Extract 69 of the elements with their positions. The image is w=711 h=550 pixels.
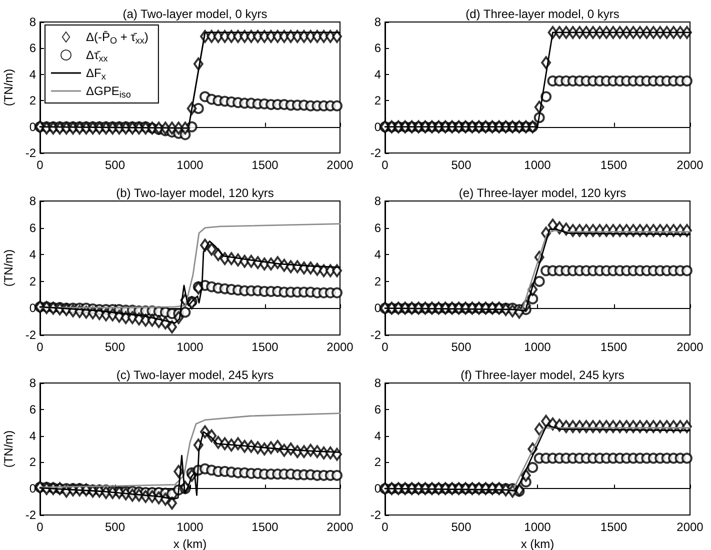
y-tick-label: 2 (29, 94, 36, 108)
y-tick-label: 0 (29, 120, 36, 134)
y-tick-label: 2 (374, 455, 382, 470)
x-tick-label: 2000 (326, 340, 354, 354)
x-tick-label: 500 (104, 520, 126, 534)
x-tick-label: 1000 (524, 158, 552, 172)
y-tick-label: 0 (29, 301, 36, 316)
x-axis-title: x (km) (520, 536, 554, 550)
x-tick-label: 2000 (326, 520, 354, 534)
chart-title: (d) Three-layer model, 0 kyrs (466, 7, 620, 21)
x-tick-label: 1000 (176, 340, 204, 354)
y-tick-label: 4 (374, 67, 382, 82)
y-axis-title: (TN/m) (1, 430, 16, 468)
y-tick-label: 6 (374, 402, 382, 416)
y-tick-label: 6 (374, 41, 382, 56)
x-tick-label: 2000 (676, 340, 704, 354)
x-tick-label: 1500 (600, 158, 628, 172)
y-tick-label: 2 (29, 274, 36, 288)
y-tick-label: 4 (29, 67, 36, 82)
y-axis-title: (TN/m) (1, 68, 16, 106)
x-tick-label: 1000 (176, 158, 204, 172)
y-tick-label: -2 (25, 328, 36, 342)
y-tick-label: 6 (29, 220, 36, 235)
y-tick-label: -2 (25, 146, 36, 160)
y-tick-label: 4 (374, 248, 382, 262)
y-tick-label: 0 (29, 482, 36, 496)
x-tick-label: 1000 (524, 520, 552, 534)
y-tick-label: 4 (374, 428, 382, 443)
x-tick-label: 2000 (326, 158, 354, 172)
y-tick-label: 2 (374, 94, 382, 108)
x-tick-label: 500 (451, 158, 472, 172)
y-tick-label: -2 (370, 508, 382, 522)
x-tick-label: 1500 (252, 340, 279, 354)
x-tick-label: 1000 (524, 340, 552, 354)
y-tick-label: 8 (29, 376, 36, 390)
x-tick-label: 500 (104, 340, 126, 354)
x-tick-label: 500 (104, 158, 126, 172)
y-tick-label: 8 (374, 15, 382, 29)
x-tick-label: 2000 (676, 158, 704, 172)
y-tick-label: 8 (374, 376, 382, 390)
y-tick-label: 6 (29, 402, 36, 416)
y-tick-label: 2 (374, 274, 382, 288)
chart-title: (f) Three-layer model, 245 kyrs (460, 368, 624, 382)
y-tick-label: 4 (29, 248, 36, 262)
y-tick-label: 8 (29, 15, 36, 29)
y-tick-label: 8 (374, 194, 382, 208)
chart-title: (b) Two-layer model, 120 kyrs (116, 186, 274, 200)
x-tick-label: 1500 (252, 158, 279, 172)
x-tick-label: 1500 (600, 340, 628, 354)
y-tick-label: -2 (370, 146, 382, 160)
x-tick-label: 1500 (252, 520, 279, 534)
y-axis-title: (TN/m) (1, 249, 16, 287)
x-tick-label: 1500 (600, 520, 628, 534)
chart-title: (c) Two-layer model, 245 kyrs (116, 368, 274, 382)
x-tick-label: 500 (451, 520, 472, 534)
y-tick-label: 6 (374, 220, 382, 235)
y-tick-label: 0 (374, 120, 382, 134)
chart-title: (a) Two-layer model, 0 kyrs (122, 7, 268, 21)
y-tick-label: -2 (25, 508, 36, 522)
y-tick-label: 6 (29, 41, 36, 56)
x-tick-label: 500 (451, 340, 472, 354)
y-tick-label: 2 (29, 455, 36, 470)
y-tick-label: 4 (29, 428, 36, 443)
x-axis-title: x (km) (173, 536, 207, 550)
y-tick-label: 8 (29, 194, 36, 208)
chart-title: (e) Three-layer model, 120 kyrs (458, 186, 626, 200)
y-tick-label: -2 (370, 328, 382, 342)
x-tick-label: 1000 (176, 520, 204, 534)
x-tick-label: 2000 (676, 520, 704, 534)
